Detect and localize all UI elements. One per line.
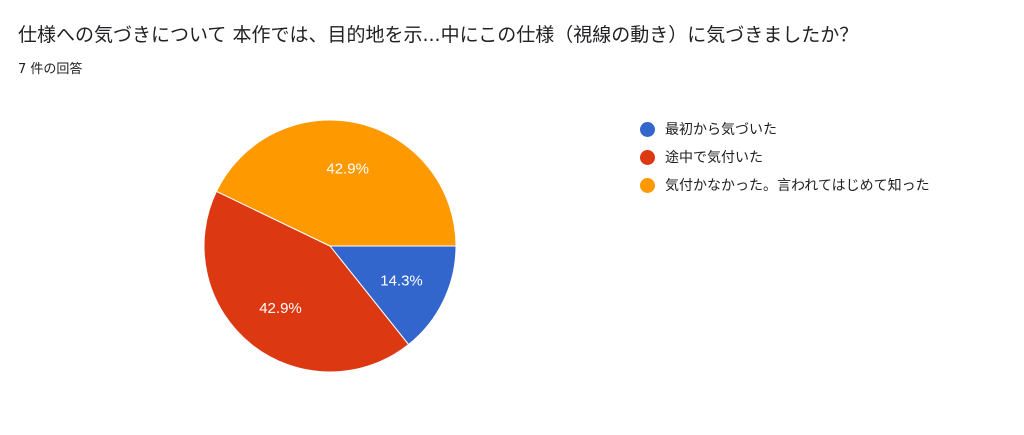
slice-value-label: 42.9% bbox=[326, 161, 369, 178]
legend-swatch-icon bbox=[640, 122, 655, 137]
chart-title: 仕様への気づきについて 本作では、目的地を示...中にこの仕様（視線の動き）に気… bbox=[18, 24, 859, 46]
legend-label: 途中で気付いた bbox=[665, 150, 763, 166]
legend-item[interactable]: 途中で気付いた bbox=[640, 148, 990, 168]
slice-value-label: 42.9% bbox=[259, 300, 302, 317]
legend: 最初から気づいた 途中で気付いた 気付かなかった。言われてはじめて知った bbox=[640, 120, 990, 204]
legend-swatch-icon bbox=[640, 150, 655, 165]
legend-label: 気付かなかった。言われてはじめて知った bbox=[665, 178, 930, 194]
pie-slice[interactable] bbox=[215, 119, 457, 247]
slice-value-label: 14.3% bbox=[380, 272, 423, 289]
pie-slice[interactable] bbox=[203, 190, 410, 373]
legend-swatch-icon bbox=[640, 178, 655, 193]
legend-label: 最初から気づいた bbox=[665, 122, 777, 138]
response-count: 7 件の回答 bbox=[18, 62, 83, 77]
legend-item[interactable]: 気付かなかった。言われてはじめて知った bbox=[640, 176, 990, 196]
pie-slice[interactable] bbox=[328, 245, 457, 346]
legend-item[interactable]: 最初から気づいた bbox=[640, 120, 990, 140]
